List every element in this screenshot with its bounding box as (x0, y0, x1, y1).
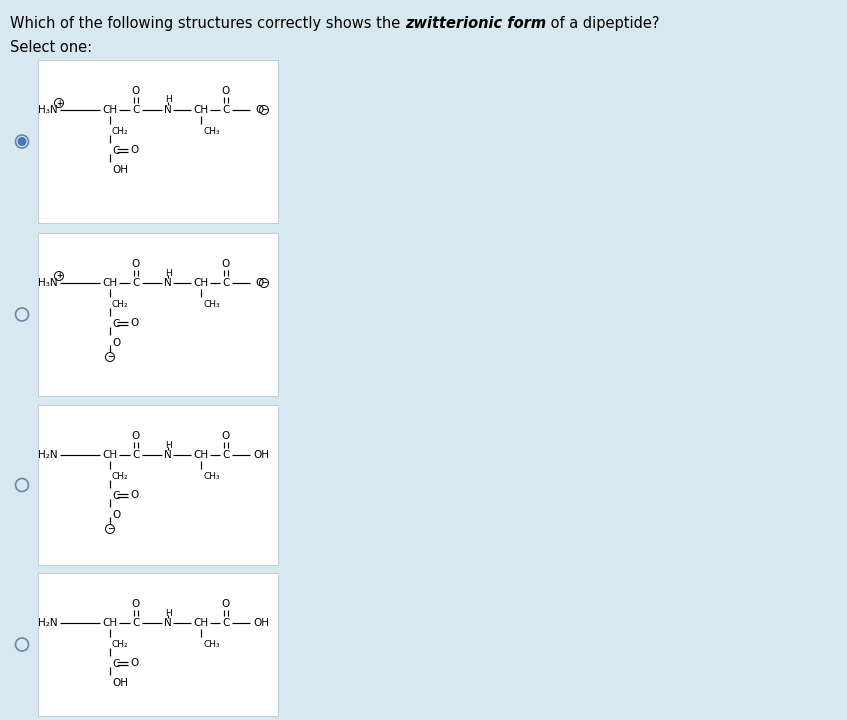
Text: O: O (112, 338, 120, 348)
Text: CH: CH (102, 450, 118, 460)
Text: −: − (261, 106, 267, 114)
Text: H: H (164, 269, 171, 277)
Text: O: O (130, 658, 138, 668)
Text: O: O (112, 510, 120, 520)
Text: −: − (107, 353, 113, 361)
Text: C: C (222, 618, 230, 628)
Text: O: O (222, 86, 230, 96)
Text: CH: CH (193, 278, 208, 288)
Text: zwitterionic form: zwitterionic form (405, 16, 546, 31)
Text: CH: CH (193, 105, 208, 115)
Text: OH: OH (253, 450, 269, 460)
Text: O: O (130, 490, 138, 500)
Text: C: C (132, 105, 140, 115)
Text: H₃N: H₃N (38, 278, 58, 288)
Text: O: O (255, 278, 263, 288)
Text: CH₂: CH₂ (112, 300, 129, 309)
FancyBboxPatch shape (38, 573, 278, 716)
Text: C: C (112, 146, 119, 156)
Text: +: + (56, 271, 62, 281)
Text: N: N (164, 618, 172, 628)
Text: −: − (261, 279, 267, 287)
Text: CH₃: CH₃ (203, 640, 219, 649)
Text: CH: CH (193, 618, 208, 628)
Text: H₂N: H₂N (38, 450, 58, 460)
Text: C: C (132, 450, 140, 460)
Text: −: − (107, 524, 113, 534)
Text: C: C (222, 450, 230, 460)
Text: CH₂: CH₂ (112, 127, 129, 136)
Text: O: O (222, 599, 230, 609)
Text: CH: CH (102, 105, 118, 115)
Text: N: N (164, 105, 172, 115)
Text: O: O (222, 259, 230, 269)
Text: H: H (164, 96, 171, 104)
Text: CH₃: CH₃ (203, 127, 219, 136)
Text: O: O (222, 431, 230, 441)
Text: of a dipeptide?: of a dipeptide? (546, 16, 660, 31)
Text: C: C (112, 659, 119, 669)
Text: C: C (132, 618, 140, 628)
Text: CH: CH (102, 278, 118, 288)
FancyBboxPatch shape (38, 233, 278, 396)
Text: O: O (255, 105, 263, 115)
Text: Select one:: Select one: (10, 40, 92, 55)
Circle shape (18, 138, 25, 145)
Text: +: + (56, 99, 62, 107)
Text: CH: CH (102, 618, 118, 628)
Text: H₂N: H₂N (38, 618, 58, 628)
Text: C: C (112, 491, 119, 501)
Text: CH₃: CH₃ (203, 472, 219, 481)
Text: OH: OH (112, 165, 128, 175)
Text: C: C (222, 105, 230, 115)
Text: Which of the following structures correctly shows the: Which of the following structures correc… (10, 16, 405, 31)
Text: C: C (112, 319, 119, 329)
Text: C: C (222, 278, 230, 288)
Text: C: C (132, 278, 140, 288)
Text: H: H (164, 608, 171, 618)
Text: CH₂: CH₂ (112, 640, 129, 649)
Text: O: O (130, 145, 138, 155)
FancyBboxPatch shape (38, 60, 278, 223)
Text: OH: OH (112, 678, 128, 688)
Text: O: O (130, 318, 138, 328)
Text: O: O (132, 86, 140, 96)
Text: CH₂: CH₂ (112, 472, 129, 481)
Text: N: N (164, 278, 172, 288)
Text: O: O (132, 599, 140, 609)
Text: H₃N: H₃N (38, 105, 58, 115)
FancyBboxPatch shape (38, 405, 278, 565)
Text: N: N (164, 450, 172, 460)
Text: CH₃: CH₃ (203, 300, 219, 309)
Text: O: O (132, 431, 140, 441)
Text: CH: CH (193, 450, 208, 460)
Text: H: H (164, 441, 171, 449)
Text: OH: OH (253, 618, 269, 628)
Text: O: O (132, 259, 140, 269)
